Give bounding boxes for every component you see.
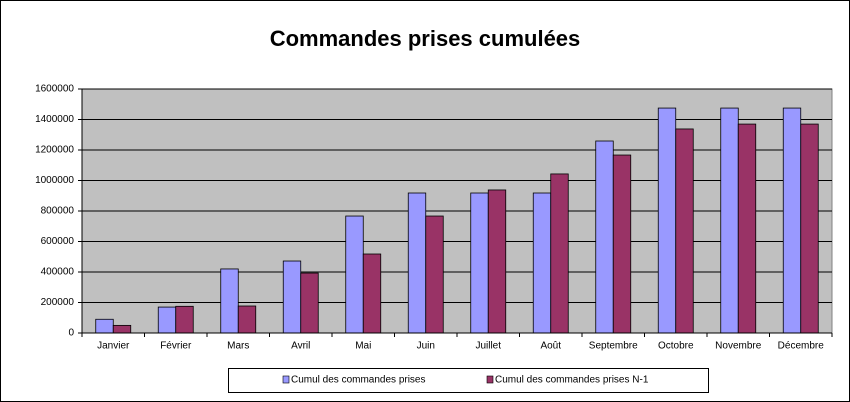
bar (550, 173, 569, 334)
bar (675, 128, 694, 334)
bar (112, 324, 132, 334)
bar (282, 260, 302, 334)
y-tick-label: 0 (68, 328, 74, 339)
legend-label: Cumul des commandes prises (291, 375, 426, 386)
legend-label: Cumul des commandes prises N-1 (495, 375, 649, 386)
y-tick-label: 1400000 (35, 114, 74, 125)
x-tick-label: Octobre (658, 341, 694, 352)
bar (175, 305, 194, 334)
bar (95, 318, 114, 334)
x-tick-label: Mars (227, 341, 249, 352)
bar (157, 306, 177, 334)
x-tick-label: Septembre (589, 341, 638, 352)
bar (532, 192, 552, 334)
y-tick-label: 1000000 (35, 175, 74, 186)
x-tick-label: Juin (417, 341, 435, 352)
y-tick-label: 1600000 (35, 84, 74, 95)
x-tick-label: Décembre (778, 341, 825, 352)
bar (362, 253, 382, 334)
x-tick-label: Novembre (715, 341, 762, 352)
bar (720, 107, 739, 334)
legend-swatch (282, 375, 290, 384)
y-tick-label: 800000 (41, 206, 75, 217)
chart-title: Commandes prises cumulées (270, 26, 581, 51)
x-tick-label: Avril (291, 341, 310, 352)
bar (612, 154, 632, 334)
x-tick-label: Mai (355, 341, 371, 352)
bar (737, 123, 757, 334)
x-tick-label: Août (540, 341, 561, 352)
bar (800, 123, 819, 334)
bar (470, 192, 489, 334)
bar (220, 268, 239, 334)
bar (300, 272, 319, 334)
bar (237, 305, 257, 334)
legend-swatch (486, 375, 494, 384)
bar (345, 215, 364, 334)
y-tick-label: 400000 (41, 267, 75, 278)
x-tick-label: Janvier (97, 341, 130, 352)
bar (595, 140, 614, 334)
bar (782, 107, 802, 334)
bar (425, 215, 444, 334)
x-tick-label: Juillet (475, 341, 501, 352)
bar (657, 107, 677, 334)
x-tick-label: Février (160, 341, 192, 352)
y-tick-label: 200000 (41, 297, 75, 308)
legend-box (228, 368, 709, 393)
bar (487, 189, 507, 334)
bar (407, 192, 427, 334)
y-tick-label: 1200000 (35, 145, 74, 156)
y-tick-label: 600000 (41, 236, 75, 247)
